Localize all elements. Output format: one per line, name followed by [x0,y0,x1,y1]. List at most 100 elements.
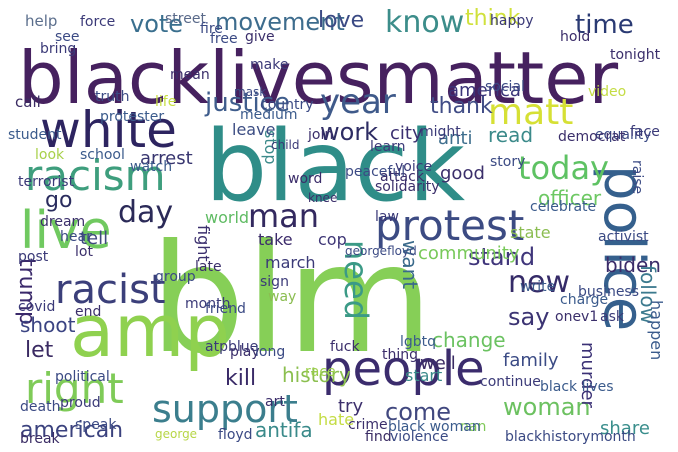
cloud-word: truth [95,89,130,105]
cloud-word: happen [647,300,666,361]
cloud-word: terrorist [18,174,75,190]
cloud-word: blackhistorymonth [505,429,636,445]
cloud-word: covid [18,299,56,315]
cloud-word: speak [75,417,117,433]
cloud-word: street [165,11,206,27]
cloud-word: join [308,127,334,143]
cloud-word: political [55,369,110,385]
cloud-word: hear [60,229,92,245]
cloud-word: write [520,279,556,295]
cloud-word: georgefloyd [345,244,417,258]
cloud-word: business [578,284,640,300]
cloud-word: history [282,363,351,387]
cloud-word: late [195,259,222,275]
cloud-word: help [25,12,58,30]
cloud-word: racism [25,151,166,200]
cloud-word: new [508,265,571,300]
cloud-word: march [265,253,316,272]
cloud-word: country [260,97,314,113]
cloud-word: find [365,429,392,445]
cloud-word: try [338,396,364,417]
cloud-word: lot [75,244,93,260]
cloud-word: onev1 [555,309,599,325]
cloud-word: medium [240,107,298,123]
cloud-word: murder [577,342,598,408]
cloud-word: peaceful [345,164,406,180]
cloud-word: solidarity [375,179,440,195]
cloud-word: end [75,304,102,320]
cloud-word: month [185,296,231,312]
cloud-word: people [322,341,485,397]
cloud-word: racist [55,267,166,313]
cloud-word: thing [382,347,419,363]
cloud-word: share [600,418,650,439]
cloud-word: celebrate [530,199,597,215]
cloud-word: go [45,188,73,213]
cloud-word: death [20,399,61,415]
cloud-word: free [210,31,238,47]
cloud-word: officer [538,186,602,210]
cloud-word: look [35,147,65,163]
cloud-word: community [418,243,520,264]
cloud-word: woman [503,393,591,421]
cloud-word: biden [605,253,661,277]
cloud-word: thank [430,94,493,119]
cloud-word: come [385,398,452,426]
cloud-word: live [20,201,112,261]
cloud-word: life [155,94,177,110]
cloud-word: nan [460,419,487,435]
cloud-word: leave [232,120,276,139]
cloud-word: crime [348,417,388,433]
cloud-word: good [440,163,485,184]
cloud-word: amp [70,289,230,373]
cloud-word: arrest [140,148,193,169]
cloud-word: love [318,8,365,33]
cloud-word: learn [370,139,406,155]
cloud-word: movement [215,8,345,36]
cloud-word: support [152,387,298,431]
cloud-word: break [20,431,60,447]
cloud-word: atpblue [205,339,259,355]
cloud-word: let [25,338,54,363]
cloud-word: way [268,289,297,305]
cloud-word: anti [438,128,473,149]
cloud-word: year [320,82,396,122]
cloud-word: activist [598,229,649,245]
cloud-word: read [488,123,534,147]
cloud-word: might [420,124,461,140]
cloud-word: city [390,123,423,144]
cloud-word: see [55,29,80,45]
cloud-word: post [18,249,49,265]
cloud-word: today [518,149,609,187]
cloud-word: story [490,154,526,170]
cloud-word: blacklivesmatter [18,36,619,120]
cloud-word: ask [600,309,624,325]
cloud-word: protest [375,201,525,250]
cloud-word: state [510,223,551,242]
cloud-word: student [8,127,62,143]
cloud-word: continue [480,374,541,390]
cloud-word: protester [100,109,165,125]
cloud-word: mask [234,85,267,99]
cloud-word: vote [130,10,184,38]
cloud-word: equality [595,127,652,143]
cloud-word: day [118,195,174,230]
cloud-word: george [155,427,198,441]
cloud-word: stand [468,243,536,271]
cloud-word: american [20,418,124,443]
cloud-word: raise [629,160,645,195]
cloud-word: long [255,344,286,360]
cloud-word: race [305,364,336,380]
cloud-word: group [155,269,196,285]
cloud-word: blm [150,213,434,387]
cloud-word: start [405,366,443,385]
cloud-word: tell [80,228,109,249]
cloud-word: man [248,197,320,235]
cloud-word: hold [560,29,591,45]
cloud-word: floyd [218,427,253,443]
cloud-word: friend [205,301,246,317]
cloud-word: world [205,208,250,227]
cloud-word: give [245,29,275,45]
cloud-word: force [80,14,116,30]
